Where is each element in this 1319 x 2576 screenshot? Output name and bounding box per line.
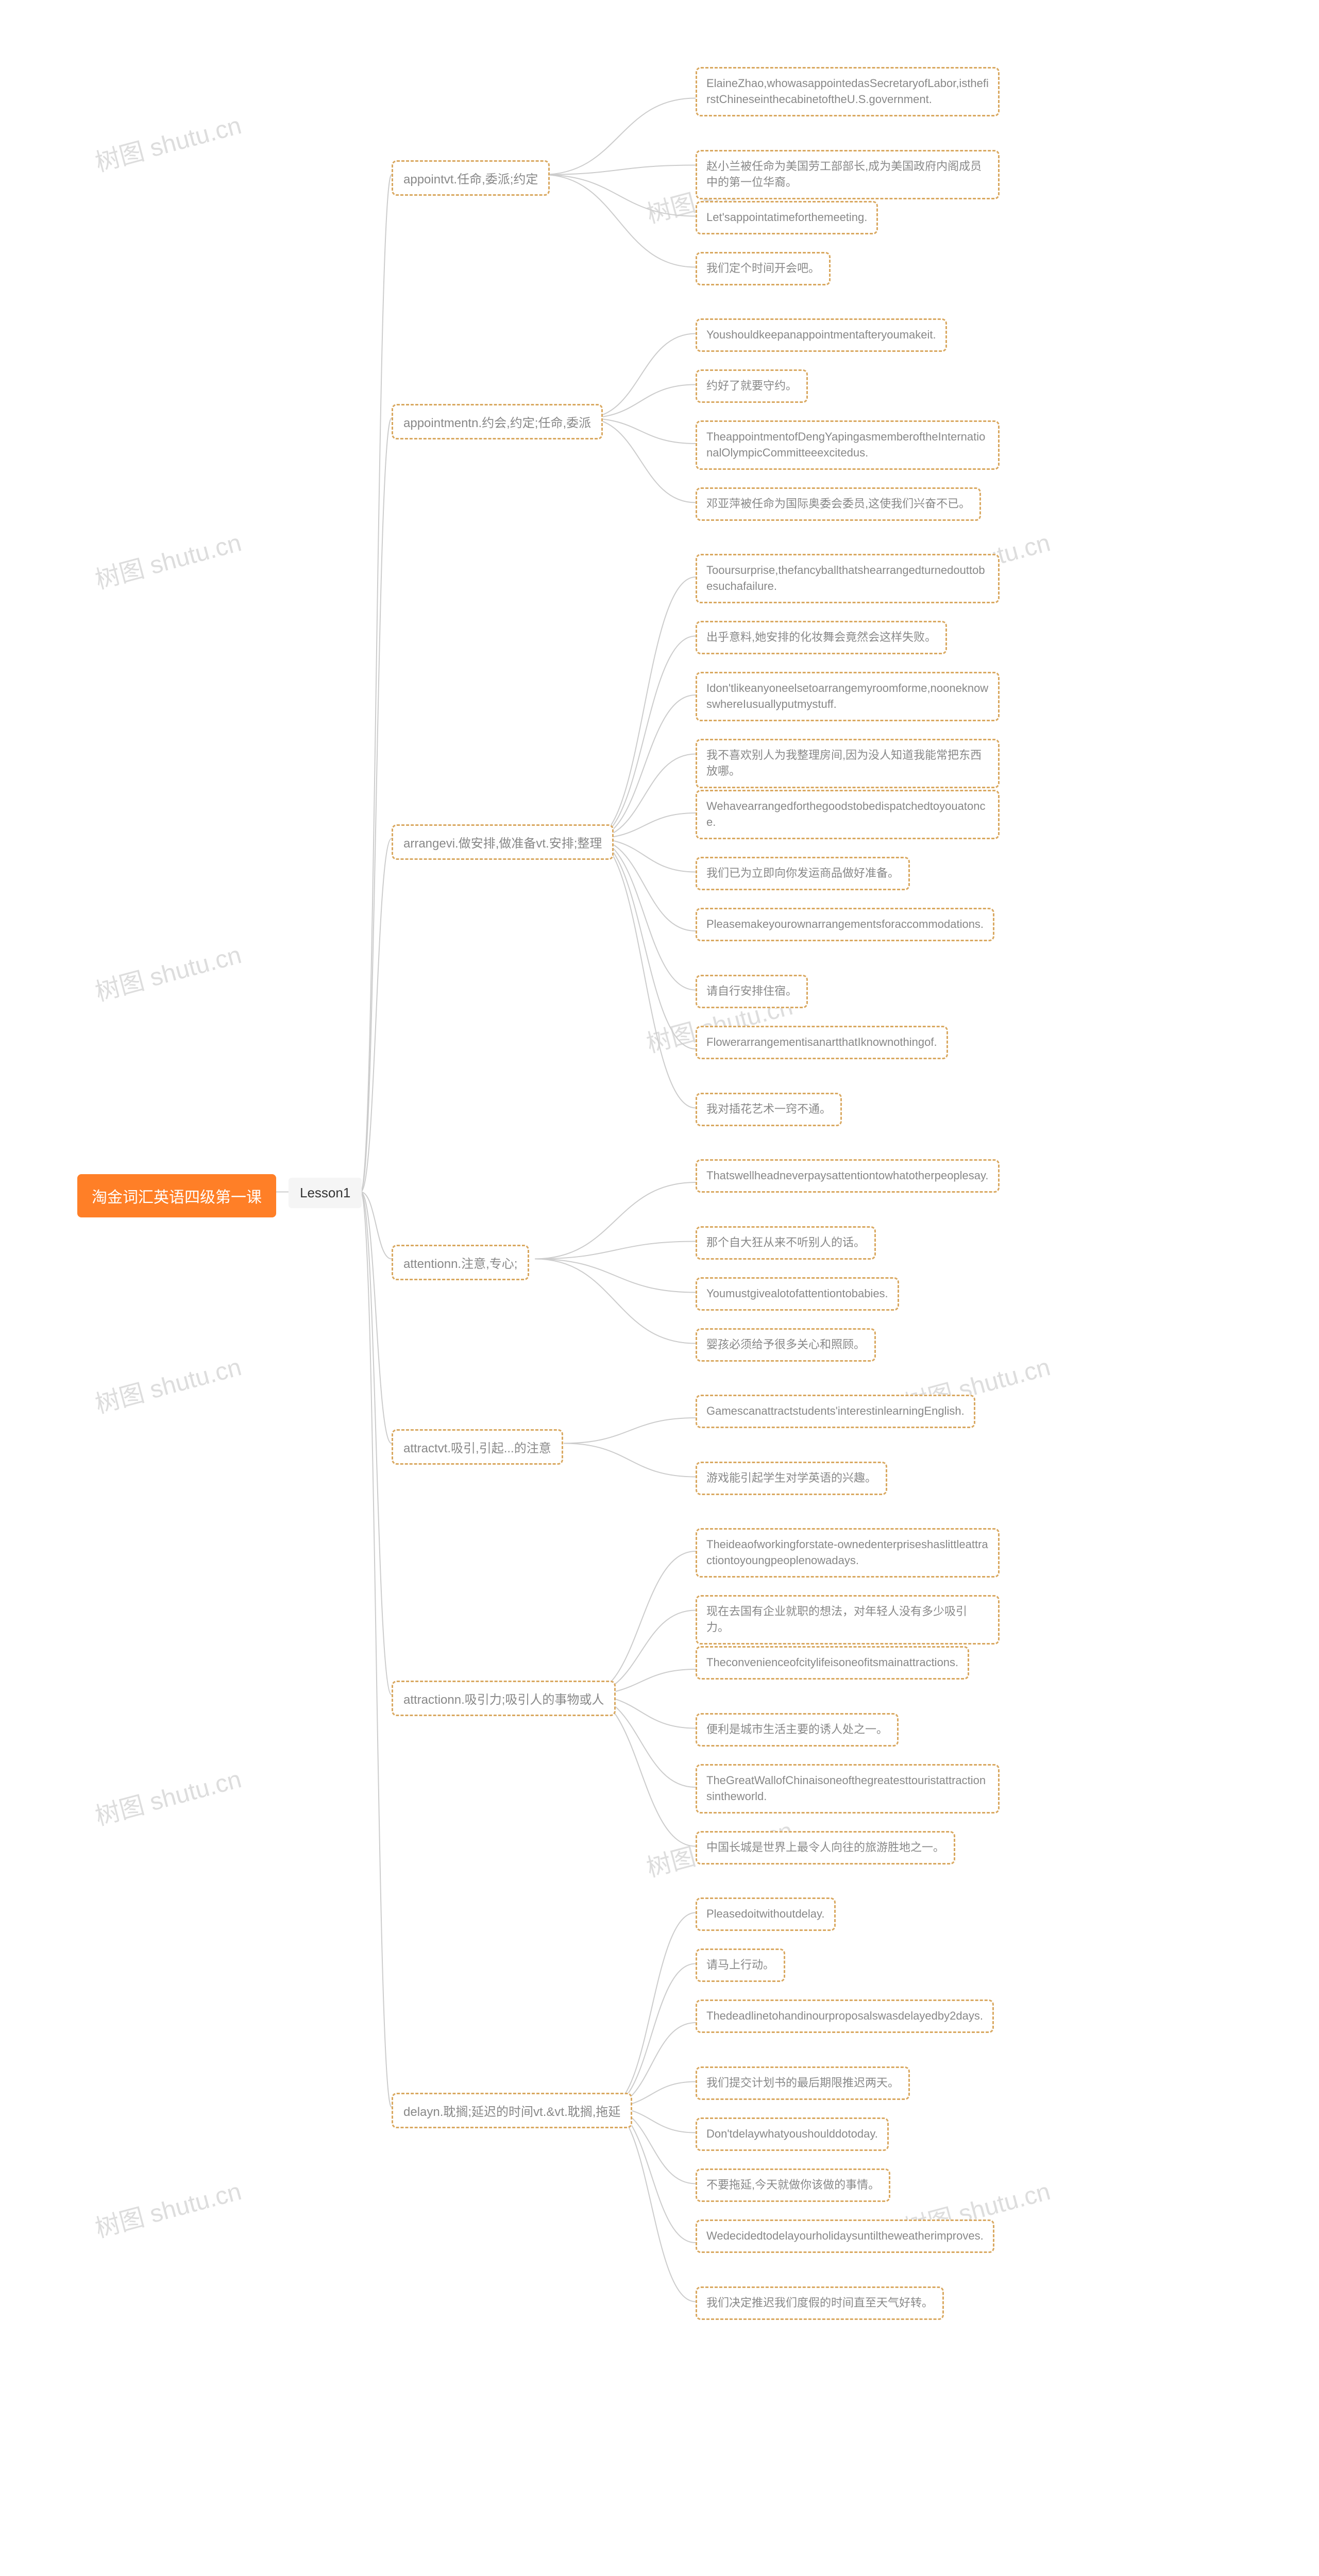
example-node: Youmustgivealotofattentiontobabies. xyxy=(696,1277,899,1311)
example-node: 婴孩必须给予很多关心和照顾。 xyxy=(696,1328,876,1362)
example-node: 请马上行动。 xyxy=(696,1948,785,1982)
example-node: Wedecidedtodelayourholidaysuntiltheweath… xyxy=(696,2219,994,2253)
example-node: Wehavearrangedforthegoodstobedispatchedt… xyxy=(696,790,1000,839)
watermark: 树图 shutu.cn xyxy=(91,1759,245,1833)
example-node: Youshouldkeepanappointmentafteryoumakeit… xyxy=(696,318,947,352)
word-node-arrange: arrangevi.做安排,做准备vt.安排;整理 xyxy=(392,824,614,860)
example-node: Theideaofworkingforstate-ownedenterprise… xyxy=(696,1528,1000,1578)
example-node: Gamescanattractstudents'interestinlearni… xyxy=(696,1395,975,1428)
example-node: FlowerarrangementisanartthatIknownothing… xyxy=(696,1026,948,1059)
example-node: 现在去国有企业就职的想法，对年轻人没有多少吸引力。 xyxy=(696,1595,1000,1645)
word-node-delay: delayn.耽搁;延迟的时间vt.&vt.耽搁,拖延 xyxy=(392,2093,632,2128)
example-node: ElaineZhao,whowasappointedasSecretaryofL… xyxy=(696,67,1000,116)
word-node-attention: attentionn.注意,专心; xyxy=(392,1245,529,1280)
connectors xyxy=(0,0,1319,2576)
root-node: 淘金词汇英语四级第一课 xyxy=(77,1174,276,1217)
example-node: Don'tdelaywhatyoushoulddotoday. xyxy=(696,2117,889,2151)
example-node: 约好了就要守约。 xyxy=(696,369,808,403)
example-node: Idon'tlikeanyoneelsetoarrangemyroomforme… xyxy=(696,672,1000,721)
example-node: 赵小兰被任命为美国劳工部部长,成为美国政府内阁成员中的第一位华裔。 xyxy=(696,150,1000,199)
watermark: 树图 shutu.cn xyxy=(91,522,245,596)
example-node: 那个自大狂从来不听别人的话。 xyxy=(696,1226,876,1260)
word-node-attraction: attractionn.吸引力;吸引人的事物或人 xyxy=(392,1681,616,1716)
example-node: Thedeadlinetohandinourproposalswasdelaye… xyxy=(696,1999,994,2033)
example-node: 中国长城是世界上最令人向往的旅游胜地之一。 xyxy=(696,1831,955,1865)
example-node: 我们已为立即向你发运商品做好准备。 xyxy=(696,857,910,890)
example-node: Thatswellheadneverpaysattentiontowhatoth… xyxy=(696,1159,1000,1193)
word-node-attract: attractvt.吸引,引起...的注意 xyxy=(392,1429,563,1465)
word-node-appoint: appointvt.任命,委派;约定 xyxy=(392,160,550,196)
example-node: Pleasemakeyourownarrangementsforaccommod… xyxy=(696,908,994,941)
example-node: 出乎意料,她安排的化妆舞会竟然会这样失败。 xyxy=(696,621,947,654)
example-node: TheappointmentofDengYapingasmemberoftheI… xyxy=(696,420,1000,470)
watermark: 树图 shutu.cn xyxy=(91,2171,245,2245)
example-node: TheGreatWallofChinaisoneofthegreatesttou… xyxy=(696,1764,1000,1814)
word-node-appointment: appointmentn.约会,约定;任命,委派 xyxy=(392,404,603,439)
example-node: 我不喜欢别人为我整理房间,因为没人知道我能常把东西放哪。 xyxy=(696,739,1000,788)
watermark: 树图 shutu.cn xyxy=(91,105,245,179)
watermark: 树图 shutu.cn xyxy=(91,935,245,1008)
example-node: 我们提交计划书的最后期限推迟两天。 xyxy=(696,2066,910,2100)
example-node: Tooursurprise,thefancyballthatshearrange… xyxy=(696,554,1000,603)
example-node: 我们定个时间开会吧。 xyxy=(696,252,831,285)
example-node: 游戏能引起学生对学英语的兴趣。 xyxy=(696,1462,887,1495)
example-node: Let'sappointatimeforthemeeting. xyxy=(696,201,878,234)
example-node: 邓亚萍被任命为国际奥委会委员,这使我们兴奋不已。 xyxy=(696,487,981,521)
example-node: 便利是城市生活主要的诱人处之一。 xyxy=(696,1713,899,1747)
example-node: 不要拖延,今天就做你该做的事情。 xyxy=(696,2168,890,2202)
example-node: Pleasedoitwithoutdelay. xyxy=(696,1897,836,1931)
lesson-node: Lesson1 xyxy=(289,1178,362,1208)
example-node: 请自行安排住宿。 xyxy=(696,975,808,1008)
example-node: 我们决定推迟我们度假的时间直至天气好转。 xyxy=(696,2286,944,2320)
example-node: Theconvenienceofcitylifeisoneofitsmainat… xyxy=(696,1646,969,1680)
watermark: 树图 shutu.cn xyxy=(91,1347,245,1420)
example-node: 我对插花艺术一窍不通。 xyxy=(696,1093,842,1126)
